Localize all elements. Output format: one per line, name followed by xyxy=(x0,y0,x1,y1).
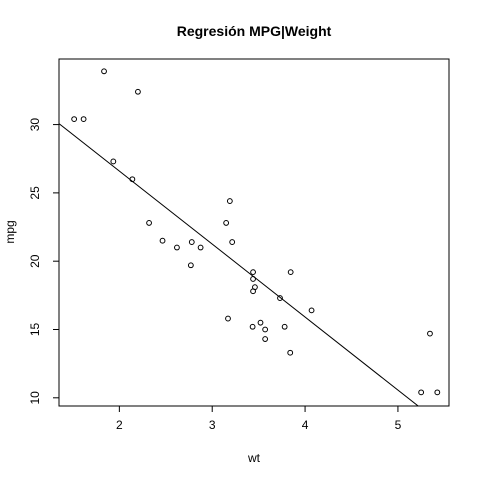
data-point xyxy=(262,326,269,333)
x-axis-title: wt xyxy=(247,451,261,465)
data-point xyxy=(308,307,315,314)
data-point xyxy=(187,262,194,269)
data-point xyxy=(101,68,107,75)
data-point xyxy=(257,319,264,326)
data-point xyxy=(277,295,283,301)
y-tick-label: 25 xyxy=(28,186,42,200)
data-point xyxy=(287,269,294,276)
data-point xyxy=(135,88,141,95)
y-tick-label: 20 xyxy=(28,254,42,268)
data-point xyxy=(110,158,117,165)
data-point xyxy=(434,389,441,396)
y-tick-label: 10 xyxy=(28,391,42,405)
plot-frame xyxy=(58,58,450,407)
x-tick-label: 3 xyxy=(209,418,216,432)
data-point xyxy=(287,349,294,356)
data-point xyxy=(229,239,236,245)
data-point xyxy=(250,269,256,276)
x-tick-label: 2 xyxy=(116,418,123,432)
data-point xyxy=(129,176,136,183)
data-point xyxy=(146,220,152,226)
data-point xyxy=(249,323,256,330)
x-tick-label: 5 xyxy=(395,418,402,432)
data-point xyxy=(250,288,256,295)
y-axis-title: mpg xyxy=(3,220,17,243)
y-tick-label: 15 xyxy=(28,323,42,337)
data-point xyxy=(197,244,204,251)
data-point xyxy=(174,244,180,251)
data-point xyxy=(71,116,78,123)
data-point xyxy=(418,389,425,396)
data-point xyxy=(80,116,87,123)
plot-area: 2 3 4 5 10 15 20 25 30 xyxy=(28,58,450,432)
data-point xyxy=(281,323,288,330)
data-point xyxy=(427,330,433,337)
data-point xyxy=(250,276,256,282)
x-tick-label: 4 xyxy=(302,418,309,432)
data-point xyxy=(188,239,195,245)
data-point xyxy=(262,336,269,342)
y-tick-label: 30 xyxy=(28,118,42,132)
data-point xyxy=(226,198,233,204)
data-point xyxy=(159,237,166,244)
chart-title: Regresión MPG|Weight xyxy=(177,23,332,39)
data-point xyxy=(225,315,231,322)
data-point xyxy=(223,220,230,226)
